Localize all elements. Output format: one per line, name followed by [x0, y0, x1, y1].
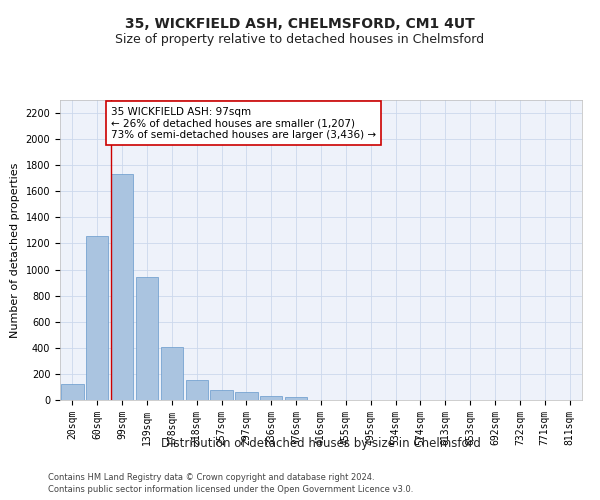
Text: 35 WICKFIELD ASH: 97sqm
← 26% of detached houses are smaller (1,207)
73% of semi: 35 WICKFIELD ASH: 97sqm ← 26% of detache…: [111, 106, 376, 140]
Text: Contains public sector information licensed under the Open Government Licence v3: Contains public sector information licen…: [48, 485, 413, 494]
Bar: [61, 384, 83, 400]
Text: Contains HM Land Registry data © Crown copyright and database right 2024.: Contains HM Land Registry data © Crown c…: [48, 472, 374, 482]
Bar: [185, 380, 208, 400]
Bar: [235, 392, 257, 400]
Bar: [136, 278, 158, 400]
Bar: [211, 390, 233, 400]
Text: 35, WICKFIELD ASH, CHELMSFORD, CM1 4UT: 35, WICKFIELD ASH, CHELMSFORD, CM1 4UT: [125, 18, 475, 32]
Bar: [161, 347, 183, 400]
Bar: [111, 174, 133, 400]
Bar: [86, 236, 109, 400]
Y-axis label: Number of detached properties: Number of detached properties: [10, 162, 20, 338]
Bar: [260, 396, 283, 400]
Bar: [285, 398, 307, 400]
Text: Distribution of detached houses by size in Chelmsford: Distribution of detached houses by size …: [161, 438, 481, 450]
Text: Size of property relative to detached houses in Chelmsford: Size of property relative to detached ho…: [115, 32, 485, 46]
